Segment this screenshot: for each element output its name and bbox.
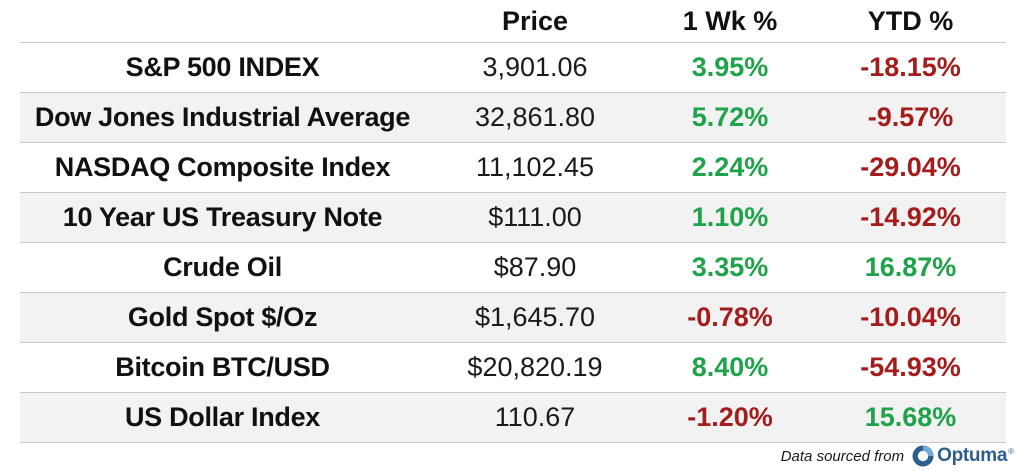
instrument-name: Gold Spot $/Oz	[20, 292, 425, 343]
price-value: $111.00	[425, 192, 645, 243]
instrument-name: 10 Year US Treasury Note	[20, 192, 425, 243]
table-row: S&P 500 INDEX 3,901.06 3.95% -18.15%	[20, 42, 1006, 93]
price-value: 11,102.45	[425, 142, 645, 193]
week-change-value: 5.72%	[645, 92, 815, 143]
week-change-value: 2.24%	[645, 142, 815, 193]
instrument-name: NASDAQ Composite Index	[20, 142, 425, 193]
data-source-footer: Data sourced from Optuma ®	[781, 444, 1014, 468]
table-row: NASDAQ Composite Index 11,102.45 2.24% -29.…	[20, 142, 1006, 193]
instrument-name: S&P 500 INDEX	[20, 42, 425, 93]
optuma-logo-text: Optuma	[937, 445, 1008, 466]
price-value: $1,645.70	[425, 292, 645, 343]
ytd-change-value: -10.04%	[815, 292, 1006, 343]
table-row: Crude Oil $87.90 3.35% 16.87%	[20, 242, 1006, 293]
table-row: Gold Spot $/Oz $1,645.70 -0.78% -10.04%	[20, 292, 1006, 343]
header-ytd-pct: YTD %	[815, 0, 1006, 43]
week-change-value: 3.35%	[645, 242, 815, 293]
price-value: 32,861.80	[425, 92, 645, 143]
instrument-name: US Dollar Index	[20, 392, 425, 443]
instrument-name: Crude Oil	[20, 242, 425, 293]
table-row: US Dollar Index 110.67 -1.20% 15.68%	[20, 392, 1006, 443]
ytd-change-value: -9.57%	[815, 92, 1006, 143]
week-change-value: 3.95%	[645, 42, 815, 93]
instrument-name: Bitcoin BTC/USD	[20, 342, 425, 393]
week-change-value: 1.10%	[645, 192, 815, 243]
week-change-value: -0.78%	[645, 292, 815, 343]
ytd-change-value: -18.15%	[815, 42, 1006, 93]
header-name	[20, 0, 425, 43]
market-performance-table: Price 1 Wk % YTD % S&P 500 INDEX 3,901.06…	[20, 0, 1006, 443]
optuma-logo: Optuma ®	[912, 445, 1014, 467]
price-value: $87.90	[425, 242, 645, 293]
price-value: $20,820.19	[425, 342, 645, 393]
source-text: Data sourced from	[780, 447, 905, 465]
optuma-logo-tm: ®	[1008, 447, 1014, 456]
week-change-value: 8.40%	[645, 342, 815, 393]
ytd-change-value: 16.87%	[815, 242, 1006, 293]
optuma-logo-icon	[912, 445, 934, 467]
table-body: S&P 500 INDEX 3,901.06 3.95% -18.15% Dow Jon…	[20, 42, 1006, 443]
ytd-change-value: -54.93%	[815, 342, 1006, 393]
header-1wk-pct: 1 Wk %	[645, 0, 815, 43]
price-value: 110.67	[425, 392, 645, 443]
ytd-change-value: -14.92%	[815, 192, 1006, 243]
header-price: Price	[425, 0, 645, 43]
table-row: Bitcoin BTC/USD $20,820.19 8.40% -54.93%	[20, 342, 1006, 393]
week-change-value: -1.20%	[645, 392, 815, 443]
table-header-row: Price 1 Wk % YTD %	[20, 0, 1006, 43]
table-row: Dow Jones Industrial Average 32,861.80 5.7…	[20, 92, 1006, 143]
table-row: 10 Year US Treasury Note $111.00 1.10% -14.…	[20, 192, 1006, 243]
ytd-change-value: 15.68%	[815, 392, 1006, 443]
price-value: 3,901.06	[425, 42, 645, 93]
ytd-change-value: -29.04%	[815, 142, 1006, 193]
instrument-name: Dow Jones Industrial Average	[20, 92, 425, 143]
